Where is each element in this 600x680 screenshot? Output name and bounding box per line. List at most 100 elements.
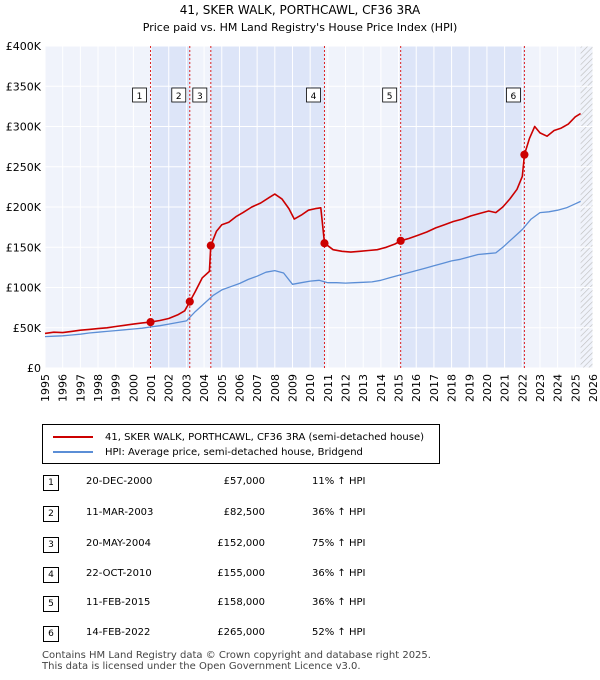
x-tick-label: 2005 bbox=[216, 374, 229, 402]
transaction-label: 1 bbox=[137, 92, 143, 102]
transaction-label: 5 bbox=[387, 92, 393, 102]
transaction-label-box bbox=[132, 87, 147, 103]
legend-label-hpi: HPI: Average price, semi-detached house,… bbox=[105, 446, 363, 458]
x-tick-label: 2008 bbox=[269, 374, 282, 402]
y-tick-label: £100K bbox=[6, 282, 42, 295]
row-hpi-change: 11% ↑ HPI bbox=[312, 476, 366, 487]
y-tick-label: £250K bbox=[6, 161, 42, 174]
x-tick-label: 2012 bbox=[340, 374, 353, 402]
row-hpi-change: 75% ↑ HPI bbox=[312, 538, 366, 549]
transaction-label: 6 bbox=[511, 92, 517, 102]
x-tick-label: 2024 bbox=[552, 374, 565, 402]
transaction-point bbox=[146, 318, 155, 327]
table-row: 6 14-FEB-2022 £265,000 52% ↑ HPI bbox=[0, 626, 600, 642]
x-tick-label: 2026 bbox=[587, 374, 600, 402]
row-date: 22-OCT-2010 bbox=[86, 568, 152, 579]
row-date: 20-DEC-2000 bbox=[86, 476, 153, 487]
y-tick-label: £150K bbox=[6, 241, 42, 254]
legend-swatch-red bbox=[53, 436, 93, 438]
x-tick-label: 2002 bbox=[163, 374, 176, 402]
transaction-label: 3 bbox=[197, 92, 203, 102]
transaction-point bbox=[185, 297, 194, 306]
x-tick-label: 1997 bbox=[74, 374, 87, 402]
row-date: 14-FEB-2022 bbox=[86, 627, 151, 638]
legend-label-property: 41, SKER WALK, PORTHCAWL, CF36 3RA (semi… bbox=[105, 431, 425, 443]
row-number-badge: 4 bbox=[43, 567, 59, 583]
row-number-badge: 1 bbox=[43, 475, 59, 491]
row-number-badge: 6 bbox=[43, 626, 59, 642]
transaction-label-box bbox=[506, 87, 521, 103]
table-row: 1 20-DEC-2000 £57,000 11% ↑ HPI bbox=[0, 475, 600, 491]
x-tick-label: 1999 bbox=[110, 374, 123, 402]
row-number-badge: 3 bbox=[43, 537, 59, 553]
row-number-badge: 5 bbox=[43, 596, 59, 612]
x-tick-label: 2020 bbox=[481, 374, 494, 402]
x-tick-label: 2015 bbox=[393, 374, 406, 402]
y-tick-label: £350K bbox=[6, 80, 42, 93]
x-tick-label: 2011 bbox=[322, 374, 335, 402]
row-price: £82,500 bbox=[223, 507, 265, 518]
row-price: £152,000 bbox=[217, 538, 265, 549]
row-hpi-change: 52% ↑ HPI bbox=[312, 627, 366, 638]
x-tick-label: 2023 bbox=[534, 374, 547, 402]
x-tick-label: 1996 bbox=[57, 374, 70, 402]
row-date: 11-FEB-2015 bbox=[86, 597, 151, 608]
transaction-point bbox=[206, 241, 215, 250]
price-chart: 41, SKER WALK, PORTHCAWL, CF36 3RA Price … bbox=[6, 3, 600, 402]
x-tick-label: 2019 bbox=[463, 374, 476, 402]
x-tick-label: 2025 bbox=[569, 374, 582, 402]
hpi-line bbox=[44, 200, 581, 338]
table-row: 4 22-OCT-2010 £155,000 36% ↑ HPI bbox=[0, 567, 600, 583]
chart-legend: 41, SKER WALK, PORTHCAWL, CF36 3RA (semi… bbox=[42, 424, 440, 464]
y-tick-label: £50K bbox=[13, 322, 42, 335]
transaction-label-box bbox=[306, 87, 321, 103]
x-tick-label: 2010 bbox=[304, 374, 317, 402]
table-row: 5 11-FEB-2015 £158,000 36% ↑ HPI bbox=[0, 596, 600, 612]
transaction-label: 4 bbox=[311, 92, 317, 102]
x-tick-label: 2000 bbox=[127, 374, 140, 402]
row-price: £158,000 bbox=[217, 597, 265, 608]
transaction-point bbox=[320, 239, 329, 248]
row-hpi-change: 36% ↑ HPI bbox=[312, 507, 366, 518]
row-date: 11-MAR-2003 bbox=[86, 507, 154, 518]
transaction-label-box bbox=[171, 87, 187, 103]
transaction-point bbox=[396, 236, 405, 245]
transaction-label: 2 bbox=[176, 92, 182, 102]
legend-item-hpi: HPI: Average price, semi-detached house,… bbox=[53, 445, 363, 459]
transaction-label-box bbox=[382, 87, 398, 103]
x-tick-label: 2004 bbox=[198, 374, 211, 402]
footer-line-copyright: Contains HM Land Registry data © Crown c… bbox=[42, 650, 431, 661]
x-tick-label: 2006 bbox=[233, 374, 246, 402]
table-row: 2 11-MAR-2003 £82,500 36% ↑ HPI bbox=[0, 506, 600, 522]
chart-title: 41, SKER WALK, PORTHCAWL, CF36 3RA bbox=[180, 3, 421, 17]
x-tick-label: 1998 bbox=[92, 374, 105, 402]
x-tick-label: 2022 bbox=[516, 374, 529, 402]
x-tick-label: 1995 bbox=[39, 374, 52, 402]
row-price: £155,000 bbox=[217, 568, 265, 579]
row-hpi-change: 36% ↑ HPI bbox=[312, 568, 366, 579]
row-price: £57,000 bbox=[223, 476, 265, 487]
x-tick-label: 2001 bbox=[145, 374, 158, 402]
footer-attribution: Contains HM Land Registry data © Crown c… bbox=[42, 650, 431, 672]
x-tick-label: 2009 bbox=[286, 374, 299, 402]
y-tick-label: £0 bbox=[27, 362, 41, 375]
table-row: 3 20-MAY-2004 £152,000 75% ↑ HPI bbox=[0, 537, 600, 553]
chart-subtitle: Price paid vs. HM Land Registry's House … bbox=[143, 21, 458, 34]
row-number-badge: 2 bbox=[43, 506, 59, 522]
legend-swatch-blue bbox=[53, 451, 93, 453]
x-tick-label: 2013 bbox=[357, 374, 370, 402]
row-hpi-change: 36% ↑ HPI bbox=[312, 597, 366, 608]
x-tick-label: 2014 bbox=[375, 374, 388, 402]
transaction-label-box bbox=[192, 87, 208, 103]
x-tick-label: 2007 bbox=[251, 374, 264, 402]
x-tick-label: 2017 bbox=[428, 374, 441, 402]
y-tick-label: £300K bbox=[6, 121, 42, 134]
legend-item-property: 41, SKER WALK, PORTHCAWL, CF36 3RA (semi… bbox=[53, 430, 424, 444]
x-tick-label: 2018 bbox=[446, 374, 459, 402]
row-date: 20-MAY-2004 bbox=[86, 538, 152, 549]
y-tick-label: £200K bbox=[6, 201, 42, 214]
x-tick-label: 2021 bbox=[499, 374, 512, 402]
y-tick-label: £400K bbox=[6, 40, 42, 53]
footer-line-licence: This data is licensed under the Open Gov… bbox=[42, 661, 361, 672]
row-price: £265,000 bbox=[217, 627, 265, 638]
